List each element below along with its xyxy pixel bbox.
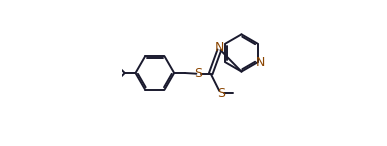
Text: N: N <box>215 41 224 54</box>
Text: S: S <box>195 67 202 80</box>
Text: N: N <box>255 56 265 69</box>
Text: S: S <box>217 87 226 100</box>
